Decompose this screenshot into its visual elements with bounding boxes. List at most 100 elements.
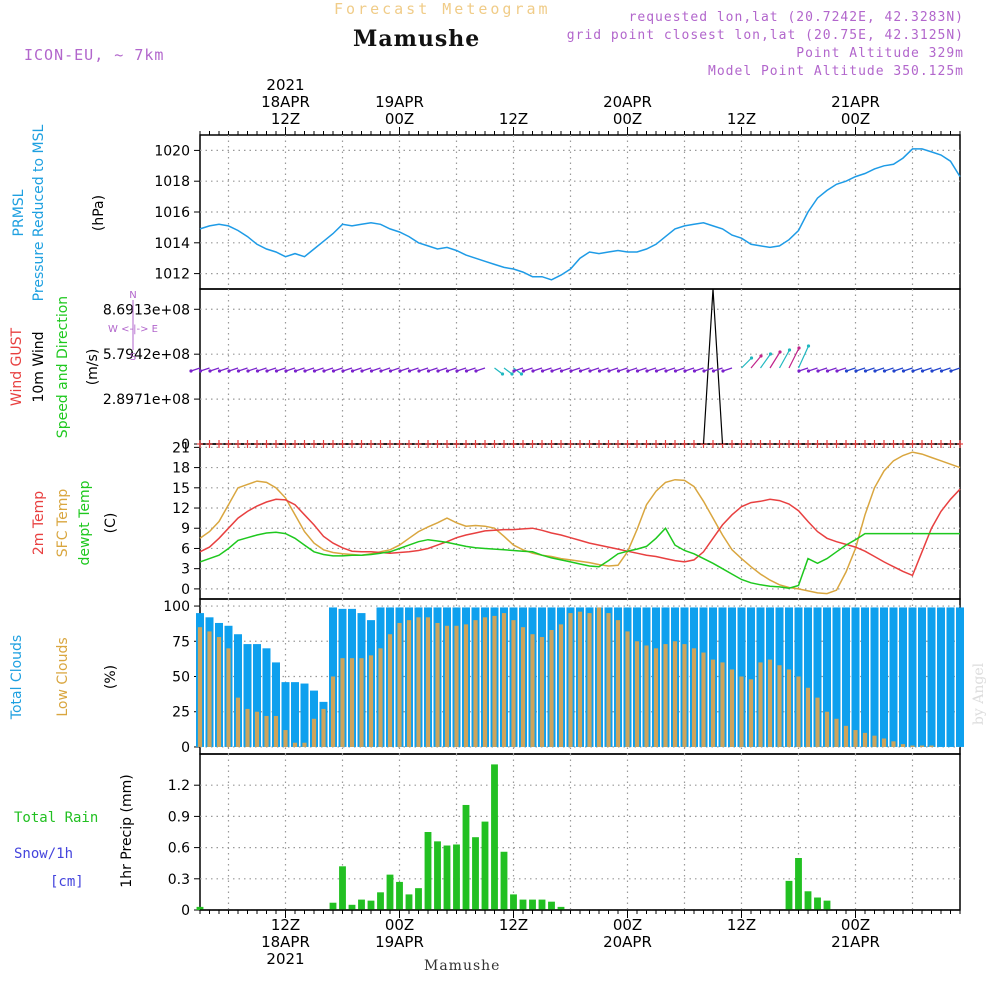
wind-arrow [645, 367, 657, 373]
snow-label: Snow/1h [14, 846, 74, 862]
time-label-top: 00Z [385, 110, 414, 128]
wind-arrow-head [236, 369, 241, 373]
low-cloud-bar [273, 715, 279, 747]
y-tick-label-precip: 1.2 [168, 778, 190, 794]
low-cloud-bar [577, 611, 583, 747]
total-cloud-bar [253, 644, 261, 747]
low-cloud-bar [530, 634, 535, 747]
wind-arrow-head [654, 369, 659, 373]
low-cloud-bar [672, 641, 678, 747]
wind-arrow [949, 367, 961, 373]
wind-arrow [464, 367, 476, 373]
wind-arrow [816, 367, 828, 373]
y-tick-label-clouds: 75 [172, 634, 190, 650]
low-cloud-bar [539, 637, 545, 747]
total-cloud-bar [804, 607, 812, 747]
time-label-bottom: 00Z [841, 916, 870, 934]
y-tick-label-clouds: 25 [172, 705, 190, 721]
rain-bar [367, 900, 375, 910]
wind-arrow [673, 367, 685, 373]
wind-arrow-head [787, 348, 792, 352]
y-tick-label-temp: 12 [172, 501, 190, 517]
wind-arrow [741, 356, 754, 369]
wind-arrow [825, 367, 837, 373]
time-label-top: 12Z [271, 110, 300, 128]
wind-arrow [236, 367, 248, 373]
compass-n: N [129, 290, 136, 301]
gust-spike-line [702, 288, 724, 445]
low-cloud-bar [691, 648, 697, 747]
low-cloud-bar [910, 745, 915, 747]
low-cloud-bar [872, 735, 877, 747]
wind-arrow-head [607, 369, 611, 373]
low-cloud-bar [701, 652, 706, 747]
rain-bar [785, 880, 793, 910]
low-cloud-bar [729, 669, 735, 747]
low-cloud-bar [663, 644, 668, 747]
wind-arrow [901, 367, 913, 373]
wind-arrow-head [569, 369, 573, 373]
wind-arrow-head [208, 369, 212, 373]
total-cloud-bar [946, 607, 955, 747]
wind-arrow [198, 367, 210, 373]
low-cloud-bar [264, 715, 269, 747]
wind-arrow-head [683, 369, 687, 373]
wind-arrow-head [863, 369, 868, 373]
rain-bar [462, 804, 470, 910]
wind-arrow-head [398, 369, 402, 373]
low-cloud-bar [473, 620, 478, 747]
low-cloud-bar [739, 676, 744, 747]
wind-arrow [920, 367, 932, 373]
wind-arrow [274, 367, 286, 373]
wind-arrow-shaft [778, 349, 791, 369]
wind-arrow-head [455, 369, 459, 373]
wind-arrow [436, 367, 448, 373]
wind-arrow-head [198, 369, 203, 373]
y-tick-label-pressure: 1014 [154, 236, 190, 252]
rain-bar [557, 906, 565, 910]
temp-2m-series-line [199, 488, 961, 577]
wind-arrow-head [892, 369, 896, 373]
low-cloud-bar [615, 620, 621, 747]
wind-arrow [474, 367, 486, 373]
wind-arrow-head [331, 369, 336, 373]
wind-arrow-head [189, 369, 193, 373]
wind-arrow-head [426, 369, 431, 373]
rain-bar [538, 899, 546, 910]
wind-arrow [778, 348, 792, 369]
grid-point: grid point closest lon,lat (20.75E, 42.3… [566, 28, 964, 43]
wind-arrow-head [550, 369, 554, 373]
low-cloud-bar [786, 669, 792, 747]
wind-arrow-head [341, 369, 345, 373]
wind-arrow-head [322, 369, 326, 373]
wind-arrow [208, 367, 220, 373]
wind-arrow [711, 367, 723, 373]
wind-arrow [806, 367, 818, 373]
wind-arrow [559, 367, 571, 373]
footer-location: Mamushe [424, 958, 501, 974]
compass-s: S [130, 352, 136, 363]
wind-arrow [360, 367, 372, 373]
low-cloud-bar [720, 662, 725, 747]
rain-bar [453, 844, 460, 910]
rain-bar [415, 888, 422, 910]
wind-arrow-head [911, 369, 915, 373]
wind-arrow-head [873, 369, 877, 373]
wind-arrow [246, 367, 258, 373]
y-tick-label-precip: 0.3 [168, 872, 190, 888]
low-cloud-bar [492, 615, 497, 747]
panel-frame-r [199, 753, 961, 911]
rain-bar [396, 881, 403, 910]
low-cloud-bar [349, 658, 355, 747]
wind-arrow-head [721, 369, 725, 373]
wind-arrow-head [854, 369, 858, 373]
time-label-top: 00Z [613, 110, 642, 128]
wind-arrow [863, 367, 875, 373]
wind-arrow-head [350, 369, 355, 373]
total-cloud-bar [851, 607, 860, 747]
y-tick-label-temp: 21 [172, 440, 190, 456]
low-cloud-bar [378, 648, 383, 747]
rain-bar [804, 891, 812, 910]
low-cloud-bar [824, 711, 830, 747]
wind-arrow-head [510, 372, 514, 376]
